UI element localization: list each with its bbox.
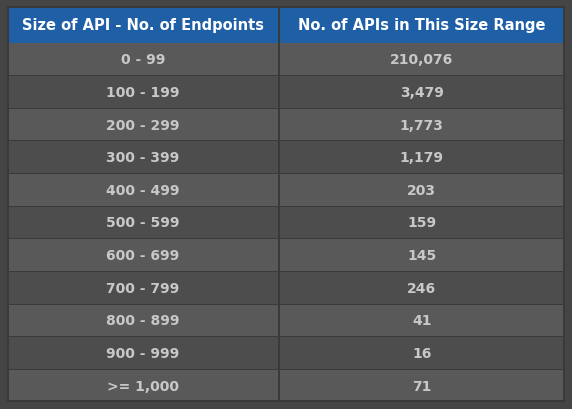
Text: 145: 145 bbox=[407, 249, 436, 263]
Text: 400 - 499: 400 - 499 bbox=[106, 183, 180, 198]
Text: 159: 159 bbox=[407, 216, 436, 230]
Text: 1,179: 1,179 bbox=[400, 151, 444, 165]
Text: 700 - 799: 700 - 799 bbox=[106, 281, 180, 295]
Bar bbox=[278, 44, 280, 76]
Bar bbox=[7, 337, 565, 369]
Bar bbox=[7, 174, 565, 207]
Text: No. of APIs in This Size Range: No. of APIs in This Size Range bbox=[298, 18, 546, 33]
Bar bbox=[7, 272, 565, 304]
Bar bbox=[7, 369, 565, 370]
Bar bbox=[278, 142, 280, 174]
Bar bbox=[7, 304, 565, 305]
Text: 600 - 699: 600 - 699 bbox=[106, 249, 180, 263]
Text: 3,479: 3,479 bbox=[400, 86, 444, 100]
Bar bbox=[7, 141, 565, 142]
Bar bbox=[563, 7, 565, 402]
Text: 300 - 399: 300 - 399 bbox=[106, 151, 180, 165]
Bar bbox=[278, 239, 280, 272]
Bar bbox=[7, 76, 565, 77]
Bar bbox=[7, 207, 565, 239]
Bar bbox=[278, 207, 280, 239]
Text: 1,773: 1,773 bbox=[400, 118, 444, 132]
Bar bbox=[7, 206, 565, 207]
Text: 500 - 599: 500 - 599 bbox=[106, 216, 180, 230]
Text: 41: 41 bbox=[412, 314, 432, 328]
Bar bbox=[278, 369, 280, 402]
Bar bbox=[278, 337, 280, 369]
Bar bbox=[278, 109, 280, 142]
Bar bbox=[278, 304, 280, 337]
Text: 246: 246 bbox=[407, 281, 436, 295]
Bar bbox=[7, 7, 565, 9]
Text: 900 - 999: 900 - 999 bbox=[106, 346, 180, 360]
Text: 200 - 299: 200 - 299 bbox=[106, 118, 180, 132]
Bar bbox=[7, 400, 565, 402]
Text: 16: 16 bbox=[412, 346, 431, 360]
Text: 210,076: 210,076 bbox=[390, 53, 454, 67]
Bar bbox=[7, 271, 565, 272]
Text: 100 - 199: 100 - 199 bbox=[106, 86, 180, 100]
Bar bbox=[278, 174, 280, 207]
Text: 0 - 99: 0 - 99 bbox=[121, 53, 165, 67]
Bar bbox=[7, 44, 565, 76]
Bar bbox=[7, 239, 565, 272]
Bar bbox=[7, 108, 565, 110]
Bar bbox=[278, 7, 280, 44]
Text: 800 - 899: 800 - 899 bbox=[106, 314, 180, 328]
Bar bbox=[7, 174, 565, 175]
Bar bbox=[7, 109, 565, 142]
Bar bbox=[278, 272, 280, 304]
Text: 71: 71 bbox=[412, 379, 431, 393]
Bar bbox=[7, 7, 565, 44]
Bar bbox=[278, 76, 280, 109]
Bar bbox=[7, 76, 565, 109]
Bar bbox=[7, 142, 565, 174]
Text: >= 1,000: >= 1,000 bbox=[107, 379, 179, 393]
Bar bbox=[7, 7, 9, 402]
Bar bbox=[7, 369, 565, 402]
Bar bbox=[7, 239, 565, 240]
Text: 203: 203 bbox=[407, 183, 436, 198]
Bar bbox=[7, 304, 565, 337]
Text: Size of API - No. of Endpoints: Size of API - No. of Endpoints bbox=[22, 18, 264, 33]
